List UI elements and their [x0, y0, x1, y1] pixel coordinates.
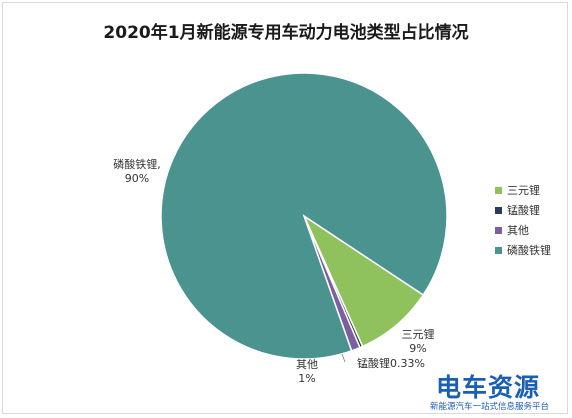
pie-slice-lfp	[160, 72, 448, 360]
chart-legend: 三元锂锰酸锂其他磷酸铁锂	[495, 180, 551, 260]
legend-swatch-ternary	[495, 186, 502, 194]
legend-item-manganate: 锰酸锂	[495, 200, 551, 220]
logo-subtitle: 新能源汽车一站式信息服务平台	[430, 402, 550, 412]
chart-frame	[2, 2, 568, 414]
logo-text: 电车资源	[436, 373, 541, 402]
chart-title: 2020年1月新能源专用车动力电池类型占比情况	[103, 23, 469, 43]
watermark-logo: 电车资源 新能源汽车一站式信息服务平台	[428, 368, 566, 414]
legend-label-lfp: 磷酸铁锂	[507, 244, 551, 257]
leader-line-manganate	[341, 353, 346, 363]
data-label-manganate: 锰酸锂0.33%	[357, 356, 425, 370]
data-label-ternary: 三元锂 9%	[402, 327, 435, 355]
pie-slice-ternary	[302, 213, 425, 348]
legend-item-lfp: 磷酸铁锂	[495, 240, 551, 260]
legend-item-ternary: 三元锂	[495, 180, 551, 200]
legend-swatch-lfp	[495, 246, 502, 254]
legend-swatch-manganate	[495, 206, 502, 214]
data-label-lfp: 磷酸铁锂, 90%	[113, 157, 161, 185]
legend-label-ternary: 三元锂	[507, 184, 540, 197]
legend-item-other: 其他	[495, 220, 551, 240]
legend-label-manganate: 锰酸锂	[507, 204, 540, 217]
data-label-other: 其他 1%	[296, 358, 318, 385]
legend-label-other: 其他	[507, 224, 529, 237]
legend-swatch-other	[495, 226, 502, 234]
